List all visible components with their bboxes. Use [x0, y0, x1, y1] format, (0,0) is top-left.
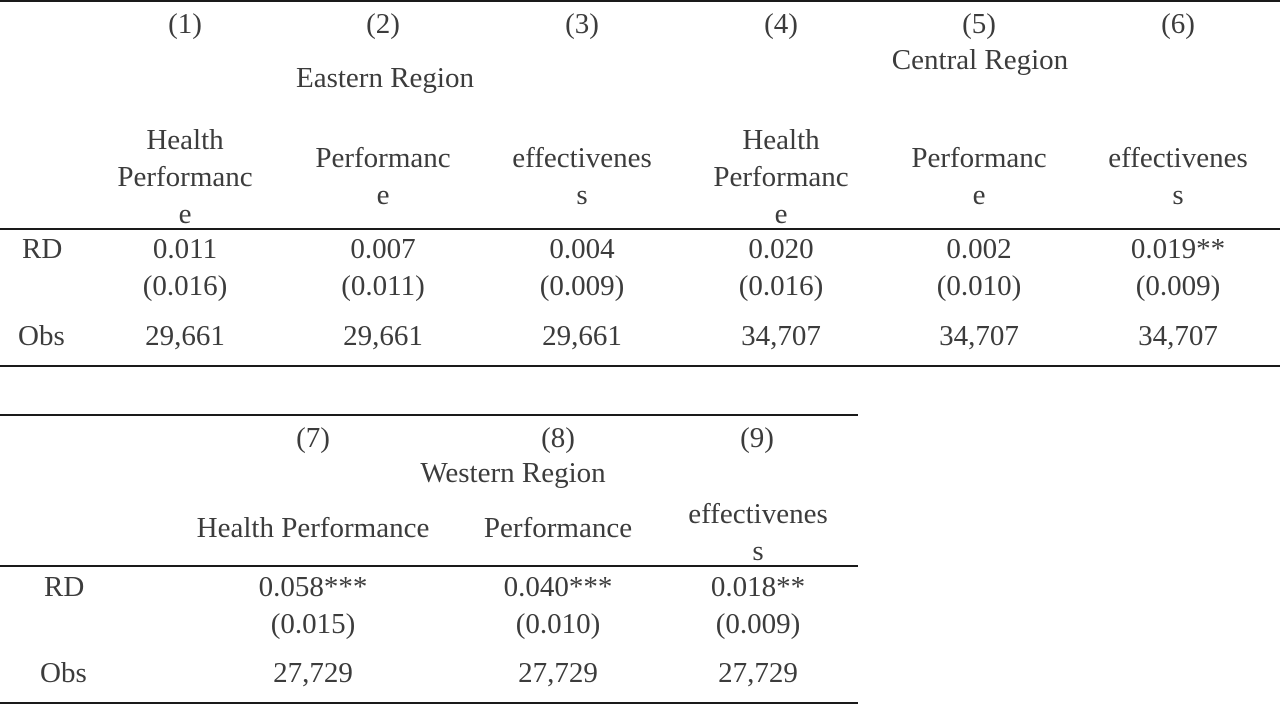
column-header: Health Performanc e	[117, 124, 253, 230]
rd-coef: 0.020	[748, 233, 814, 265]
rd-coef: 0.002	[946, 233, 1012, 265]
group-header-western: Western Region	[420, 457, 606, 489]
row-label-rd: RD	[44, 571, 85, 603]
row-label-obs: Obs	[40, 657, 87, 689]
col-number: (2)	[366, 8, 400, 40]
col-number: (6)	[1161, 8, 1195, 40]
rd-coef: 0.058***	[258, 571, 368, 603]
bottom-rule	[0, 365, 1280, 367]
rd-coef: 0.004	[549, 233, 615, 265]
column-header: Performanc e	[911, 142, 1047, 211]
col-number: (7)	[296, 422, 330, 454]
header-rule	[0, 565, 858, 567]
rd-coef: 0.018**	[710, 571, 806, 603]
rd-coef: 0.040***	[503, 571, 613, 603]
column-header: effectivenes s	[1108, 142, 1248, 211]
column-header: Health Performance	[196, 512, 430, 544]
rd-se: (0.015)	[270, 608, 356, 640]
obs-value: 27,729	[273, 657, 353, 689]
col-number: (8)	[541, 422, 575, 454]
column-header: Health Performanc e	[713, 124, 849, 230]
obs-value: 34,707	[1138, 320, 1218, 352]
col-number: (4)	[764, 8, 798, 40]
header-rule	[0, 228, 1280, 230]
group-header-eastern: Eastern Region	[296, 62, 474, 94]
rd-se: (0.010)	[515, 608, 601, 640]
rd-se: (0.010)	[936, 270, 1022, 302]
col-number: (1)	[168, 8, 202, 40]
rd-coef: 0.011	[152, 233, 218, 265]
row-label-obs: Obs	[18, 320, 65, 352]
rd-se: (0.009)	[715, 608, 801, 640]
rd-se: (0.016)	[738, 270, 824, 302]
bottom-rule	[0, 702, 858, 704]
top-rule	[0, 414, 858, 416]
top-rule	[0, 0, 1280, 2]
row-label-rd: RD	[22, 233, 63, 265]
col-number: (3)	[565, 8, 599, 40]
column-header: effectivenes s	[688, 498, 828, 567]
column-header: Performance	[483, 512, 633, 544]
col-number: (5)	[962, 8, 996, 40]
col-number: (9)	[740, 422, 774, 454]
rd-coef: 0.019**	[1130, 233, 1226, 265]
obs-value: 29,661	[542, 320, 622, 352]
obs-value: 34,707	[741, 320, 821, 352]
rd-se: (0.009)	[539, 270, 625, 302]
column-header: Performanc e	[315, 142, 451, 211]
group-header-central: Central Region	[891, 44, 1069, 76]
obs-value: 34,707	[939, 320, 1019, 352]
rd-se: (0.009)	[1135, 270, 1221, 302]
rd-se: (0.011)	[341, 270, 425, 302]
obs-value: 27,729	[718, 657, 798, 689]
obs-value: 29,661	[343, 320, 423, 352]
obs-value: 27,729	[518, 657, 598, 689]
column-header: effectivenes s	[512, 142, 652, 211]
obs-value: 29,661	[145, 320, 225, 352]
rd-coef: 0.007	[350, 233, 416, 265]
rd-se: (0.016)	[142, 270, 228, 302]
